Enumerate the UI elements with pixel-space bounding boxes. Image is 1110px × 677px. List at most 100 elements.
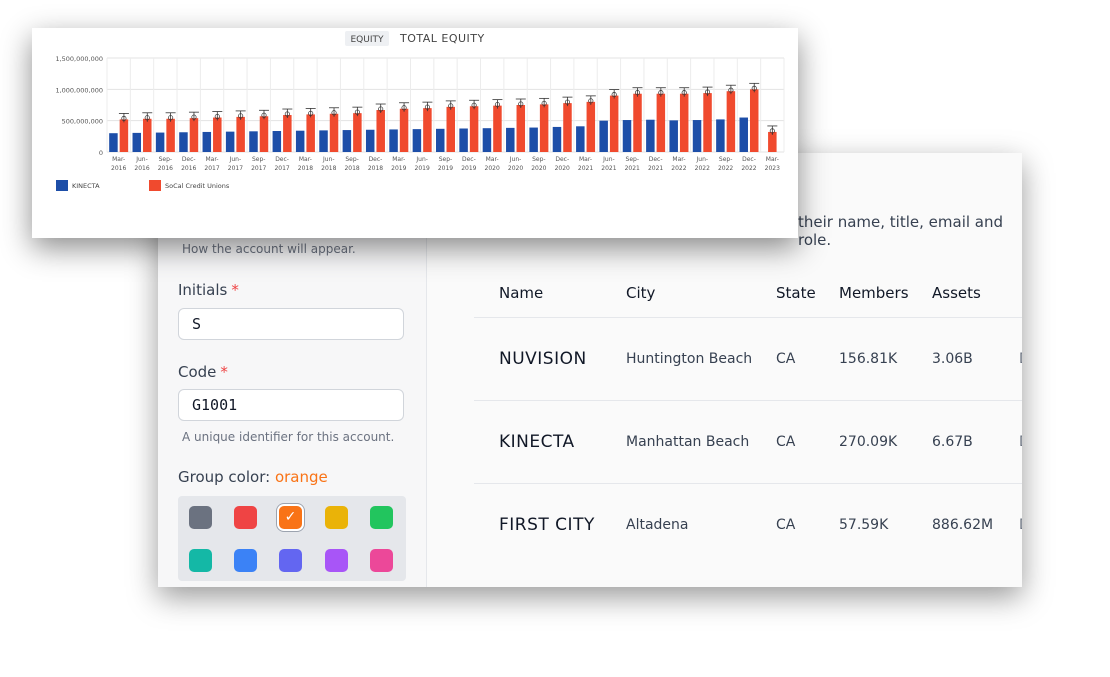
bar-socal (213, 117, 222, 152)
x-tick-label: Mar- (672, 156, 685, 163)
x-tick-label: Sep- (626, 156, 639, 163)
swatch-orange[interactable]: ✓ (279, 506, 302, 529)
bar-socal (353, 113, 362, 152)
x-tick-label: 2021 (578, 165, 593, 172)
mean-marker (401, 105, 407, 111)
x-tick-label: 2020 (531, 165, 546, 172)
x-tick-label: 2017 (274, 165, 289, 172)
bar-kinecta (599, 120, 608, 152)
cell-name: FIRST CITY (499, 515, 595, 535)
swatch-blue[interactable] (234, 549, 257, 572)
swatch-teal[interactable] (189, 549, 212, 572)
x-tick-label: Mar- (392, 156, 405, 163)
swatch-pink[interactable] (370, 549, 393, 572)
chart-tag-badge (345, 31, 389, 46)
swatch-green[interactable] (370, 506, 393, 529)
x-tick-label: 2019 (461, 165, 476, 172)
x-tick-label: Dec- (649, 156, 663, 163)
x-tick-label: 2016 (158, 165, 173, 172)
x-tick-label: Sep- (345, 156, 358, 163)
bar-kinecta (132, 132, 142, 152)
bar-socal (189, 118, 199, 152)
x-tick-label: Jun- (509, 156, 522, 163)
swatch-purple[interactable] (325, 549, 348, 572)
equity-chart-card: EQUITY TOTAL EQUITY 0 500,000,000 1,000,000,… (32, 28, 798, 238)
bar-socal (376, 110, 385, 152)
swatch-indigo[interactable] (279, 549, 302, 572)
column-header-assets[interactable]: Assets (932, 284, 981, 302)
y-tick-label: 0 (99, 149, 103, 157)
x-tick-label: 2023 (765, 165, 780, 172)
bar-socal (539, 104, 549, 152)
mean-marker (331, 110, 337, 116)
x-tick-label: Jun- (696, 156, 709, 163)
cell-city: Huntington Beach (626, 351, 753, 367)
x-tick-label: 2016 (134, 165, 149, 172)
cell-city: Altadena (626, 517, 689, 533)
cell-state: CA (776, 517, 796, 533)
x-tick-label: Sep- (719, 156, 732, 163)
swatch-yellow[interactable] (325, 506, 348, 529)
x-tick-label: Jun- (229, 156, 242, 163)
bar-kinecta (225, 131, 235, 152)
column-header-state[interactable]: State (776, 284, 816, 302)
x-tick-label: Sep- (439, 156, 452, 163)
cell-truncated: D (1019, 434, 1022, 450)
mean-marker (769, 128, 775, 134)
bar-kinecta (506, 127, 515, 152)
mean-marker (378, 106, 384, 112)
x-tick-label: Dec- (462, 156, 476, 163)
initials-input[interactable] (178, 308, 404, 340)
x-tick-label: Jun- (602, 156, 615, 163)
bar-kinecta (482, 128, 492, 152)
swatch-red[interactable] (234, 506, 257, 529)
x-tick-label: 2018 (321, 165, 336, 172)
header-divider (474, 317, 1022, 318)
bar-socal (399, 108, 409, 152)
column-header-name[interactable]: Name (499, 284, 544, 302)
mean-marker (354, 109, 360, 115)
code-input[interactable] (178, 389, 404, 421)
bar-kinecta (319, 130, 328, 152)
row-divider (474, 400, 1022, 401)
bar-kinecta (622, 120, 632, 152)
column-header-members[interactable]: Members (839, 284, 909, 302)
cell-assets: 3.06B (932, 351, 973, 367)
x-tick-label: Sep- (159, 156, 172, 163)
x-tick-label: 2022 (671, 165, 686, 172)
bar-socal (563, 103, 572, 152)
swatch-gray[interactable] (189, 506, 212, 529)
bar-kinecta (669, 120, 678, 152)
x-tick-label: Jun- (135, 156, 148, 163)
bar-kinecta (529, 127, 538, 152)
bar-socal (679, 93, 689, 152)
bar-socal (609, 95, 619, 152)
x-tick-label: Mar- (205, 156, 218, 163)
column-header-city[interactable]: City (626, 284, 656, 302)
x-tick-label: 2019 (415, 165, 430, 172)
bar-socal (656, 93, 666, 152)
bar-socal (726, 91, 736, 152)
x-tick-label: Mar- (112, 156, 125, 163)
x-tick-label: Mar- (579, 156, 592, 163)
bar-socal (703, 93, 712, 152)
equity-chart: EQUITY TOTAL EQUITY 0 500,000,000 1,000,000,… (55, 31, 785, 191)
bar-socal (516, 105, 526, 152)
legend-label-socal: SoCal Credit Unions (165, 182, 230, 190)
bar-socal (259, 116, 269, 152)
group-color-label: Group color: orange (178, 468, 328, 486)
mean-marker (238, 113, 244, 119)
mean-marker (261, 112, 267, 118)
bar-socal (749, 89, 759, 152)
x-tick-label: Dec- (182, 156, 196, 163)
bar-socal (329, 113, 339, 152)
bar-kinecta (576, 126, 585, 152)
x-tick-label: 2021 (625, 165, 640, 172)
x-tick-label: 2017 (251, 165, 266, 172)
mean-marker (214, 113, 220, 120)
bar-kinecta (249, 131, 258, 152)
users-hint: their name, title, email and role. (798, 213, 1004, 249)
cell-state: CA (776, 434, 796, 450)
chart-tag: EQUITY (350, 35, 384, 45)
mean-marker (144, 115, 150, 121)
